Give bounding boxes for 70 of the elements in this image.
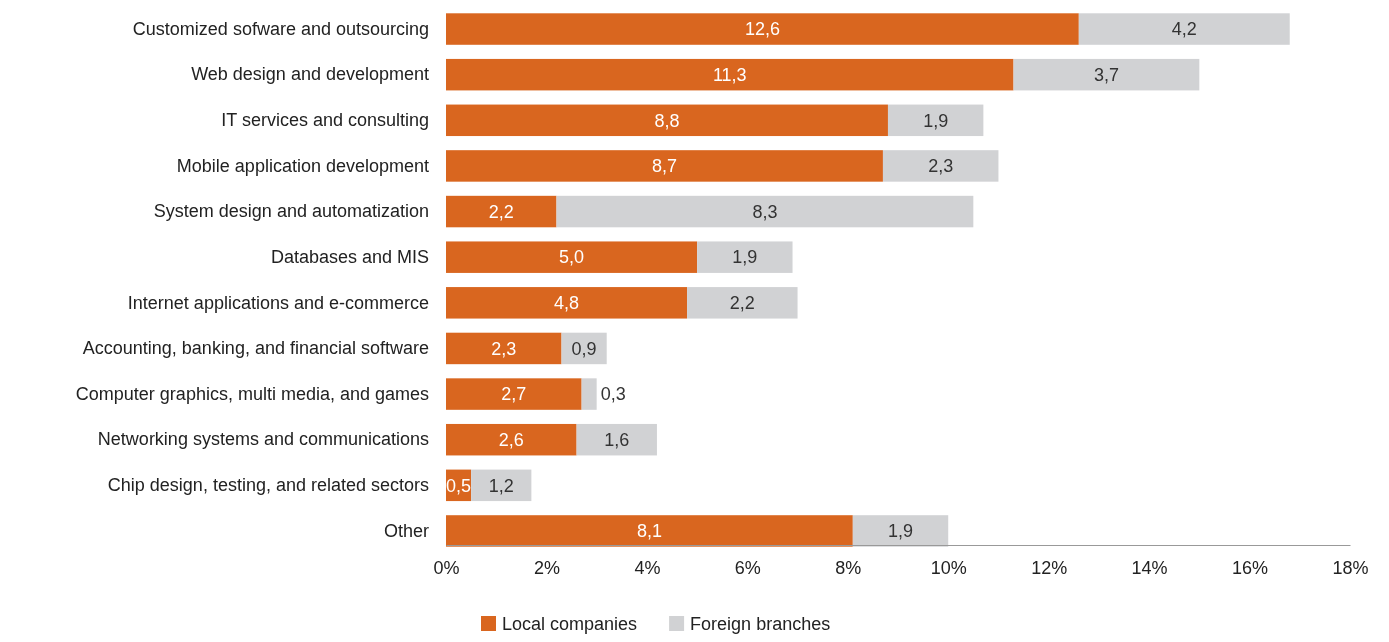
data-label: 1,9: [732, 247, 758, 268]
data-label: 8,3: [752, 201, 778, 222]
data-label: 4,8: [554, 293, 580, 314]
bar: [446, 287, 688, 319]
bar: [446, 332, 562, 365]
bar: [687, 287, 798, 319]
x-tick-label: 12%: [1031, 557, 1068, 578]
data-label: 8,7: [651, 156, 677, 177]
y-tick-label: Accounting, banking, and financial software: [82, 338, 429, 359]
y-tick-label: Networking systems and communications: [97, 429, 429, 450]
data-label: 1,2: [488, 475, 514, 496]
bar: [1078, 13, 1290, 45]
x-tick-label: 6%: [734, 557, 761, 578]
data-label: 5,0: [559, 247, 585, 268]
y-tick-label: Internet applications and e-commerce: [127, 292, 429, 313]
bar: [446, 241, 698, 273]
y-tick-label: Customized sofware and outsourcing: [132, 18, 429, 39]
data-label: 1,6: [604, 430, 630, 450]
data-label: 8,1: [636, 521, 662, 542]
bar: [887, 104, 984, 137]
x-tick-label: 4%: [634, 557, 661, 578]
data-label: 2,6: [498, 430, 524, 450]
bar: [446, 104, 888, 137]
data-label: 3,7: [1093, 64, 1119, 85]
data-label: 12,6: [744, 19, 780, 40]
data-label: 4,2: [1171, 19, 1197, 40]
y-tick-label: Web design and development: [191, 64, 429, 85]
data-label: 2,3: [928, 156, 954, 177]
bar: [446, 195, 557, 228]
bar: [576, 423, 657, 456]
y-tick-label: System design and automatization: [153, 201, 429, 222]
y-tick-label: Computer graphics, multi media, and games: [75, 383, 429, 404]
y-tick-label: Databases and MIS: [270, 246, 429, 267]
bar: [446, 378, 582, 410]
bar: [1013, 58, 1200, 91]
legend-label: Foreign branches: [690, 614, 831, 634]
bar: [697, 241, 793, 273]
y-tick-label: Other: [383, 520, 429, 541]
data-label: 0,9: [571, 338, 597, 359]
bar: [581, 378, 597, 410]
data-label: 1,9: [888, 521, 914, 542]
bar: [852, 515, 949, 547]
y-tick-label: Chip design, testing, and related sectors: [107, 475, 429, 496]
data-label: 0,5: [446, 475, 472, 496]
data-label: 8,8: [654, 110, 680, 131]
data-label: 1,9: [923, 110, 949, 131]
data-label: 11,3: [712, 64, 747, 85]
bar: [446, 58, 1014, 91]
data-label: 2,3: [491, 338, 517, 359]
bar: [446, 515, 853, 547]
data-label: 0,3: [600, 384, 626, 405]
bar: [556, 195, 974, 228]
x-tick-label: 2%: [533, 557, 560, 578]
y-tick-label: IT services and consulting: [221, 110, 429, 131]
bar: [446, 150, 883, 182]
legend-label: Local companies: [502, 614, 638, 634]
y-tick-label: Mobile application development: [176, 155, 429, 176]
x-tick-label: 16%: [1232, 557, 1269, 578]
x-tick-label: 8%: [835, 557, 862, 578]
data-label: 2,2: [488, 201, 514, 222]
bar: [446, 423, 577, 456]
x-tick-label: 10%: [930, 557, 967, 578]
bar: [446, 13, 1079, 45]
data-label: 2,7: [501, 384, 527, 405]
x-tick-label: 18%: [1332, 557, 1369, 578]
x-tick-label: 14%: [1131, 557, 1168, 578]
bar: [882, 150, 999, 182]
data-label: 2,2: [729, 293, 755, 314]
x-tick-label: 0%: [433, 557, 460, 578]
bar: [471, 469, 532, 502]
